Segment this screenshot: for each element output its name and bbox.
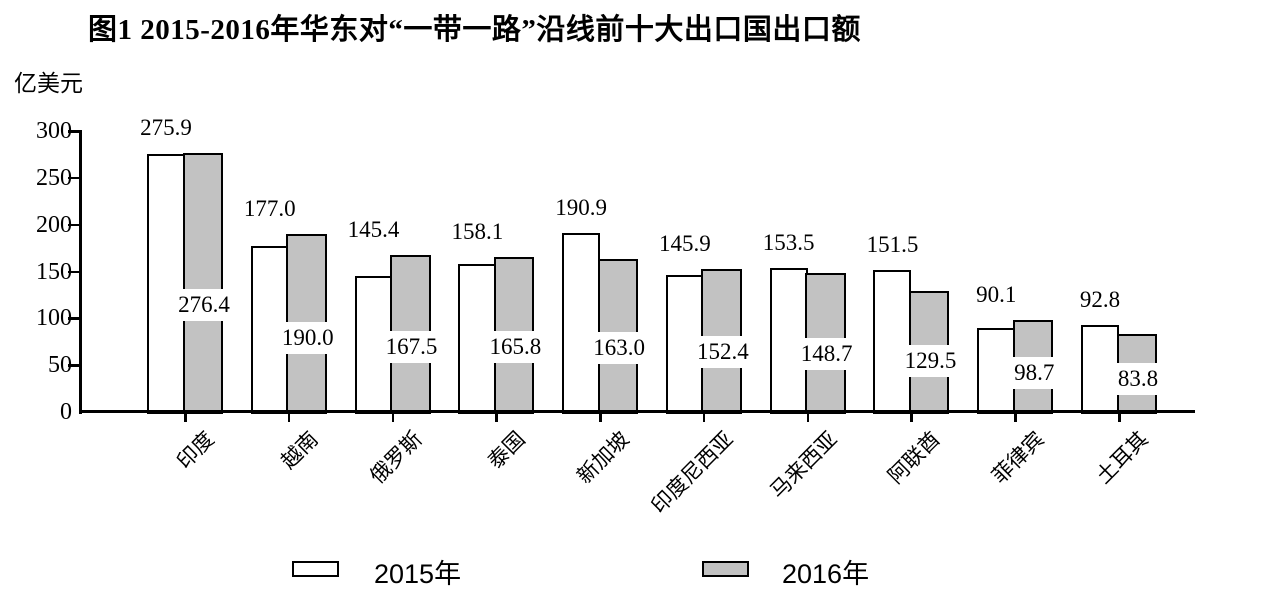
bar-value-label-2015: 177.0 — [243, 196, 296, 222]
bar-value-label-2016: 190.0 — [228, 322, 388, 355]
bar-value-label-2016: 167.5 — [332, 330, 492, 363]
bar-value-label-2016-box: 163.0 — [584, 332, 654, 365]
x-axis-tick — [184, 410, 187, 422]
bar-value-label-2016-box: 165.8 — [480, 331, 551, 364]
y-axis-tick — [68, 364, 80, 367]
bar-value-label-2016: 83.8 — [1058, 362, 1218, 395]
bar-value-label-2016-box: 83.8 — [1108, 362, 1168, 395]
y-axis-tick — [68, 270, 80, 273]
y-axis-tick — [68, 317, 80, 320]
y-axis-tick-label: 200 — [36, 211, 72, 238]
bar-2015 — [147, 153, 185, 414]
legend-label-2015: 2015年 — [374, 559, 462, 589]
bar-value-label-2015: 92.8 — [1079, 287, 1121, 313]
bar-value-label-2016: 129.5 — [850, 345, 1010, 378]
bar-value-label-2015: 190.9 — [555, 195, 607, 221]
y-axis-unit-label: 亿美元 — [14, 71, 83, 96]
bar-value-label-2016-box: 129.5 — [895, 345, 966, 378]
bar-value-label-2016: 98.7 — [954, 357, 1114, 390]
bar-value-label-2015: 151.5 — [866, 232, 919, 258]
bar-2015 — [562, 233, 601, 414]
y-axis-tick-label: 100 — [36, 305, 72, 332]
x-axis-label: 土耳其 — [913, 424, 1153, 489]
legend-swatch-2015 — [292, 561, 339, 577]
bar-value-label-2015: 158.1 — [451, 218, 504, 244]
x-axis-tick — [495, 410, 498, 422]
y-axis-tick — [68, 176, 80, 180]
bar-value-label-2015: 145.9 — [659, 231, 711, 257]
bar-value-label-2015: 275.9 — [140, 115, 192, 141]
bar-value-label-2016-box: 276.4 — [169, 288, 239, 321]
bar-value-label-2016: 152.4 — [643, 336, 803, 369]
bar-value-label-2016-box: 167.5 — [376, 330, 447, 363]
chart-title: 图1 2015-2016年华东对“一带一路”沿线前十大出口国出口额 — [88, 14, 861, 46]
x-axis-tick — [599, 410, 602, 422]
bar-value-label-2016: 276.4 — [124, 288, 284, 321]
y-axis-line — [79, 130, 82, 414]
y-axis-tick-label: 50 — [48, 352, 72, 379]
x-axis-tick — [1118, 410, 1121, 422]
legend-label-2016: 2016年 — [782, 559, 870, 589]
x-axis-tick — [287, 410, 291, 422]
x-axis-tick — [1014, 410, 1017, 422]
y-axis-tick-label: 300 — [36, 118, 72, 144]
bar-value-label-2016: 163.0 — [539, 332, 699, 365]
x-axis-tick — [391, 410, 395, 422]
y-axis-tick — [68, 223, 80, 227]
y-axis-tick — [68, 130, 80, 133]
legend-swatch-2016 — [702, 561, 749, 577]
y-axis-tick-label: 150 — [36, 258, 72, 285]
bar-2016 — [182, 153, 223, 414]
y-axis-tick-label: 0 — [60, 399, 72, 425]
bar-value-label-2016-box: 152.4 — [688, 336, 758, 369]
bar-value-label-2016-box: 148.7 — [791, 337, 862, 370]
bar-value-label-2016-box: 98.7 — [1005, 357, 1064, 390]
x-axis-line — [79, 410, 1195, 413]
bar-value-label-2015: 153.5 — [762, 230, 815, 256]
x-axis-tick — [702, 410, 706, 422]
x-axis-label-text: 土耳其 — [1091, 426, 1153, 489]
x-axis-tick — [806, 410, 810, 422]
x-axis-tick — [910, 410, 913, 422]
bar-value-label-2015: 90.1 — [976, 281, 1017, 307]
bar-value-label-2016: 165.8 — [435, 331, 595, 364]
bar-value-label-2016: 148.7 — [747, 337, 907, 370]
bar-value-label-2015: 145.4 — [347, 217, 400, 243]
y-axis-tick-label: 250 — [36, 164, 72, 191]
bar-value-label-2016-box: 190.0 — [272, 322, 343, 355]
